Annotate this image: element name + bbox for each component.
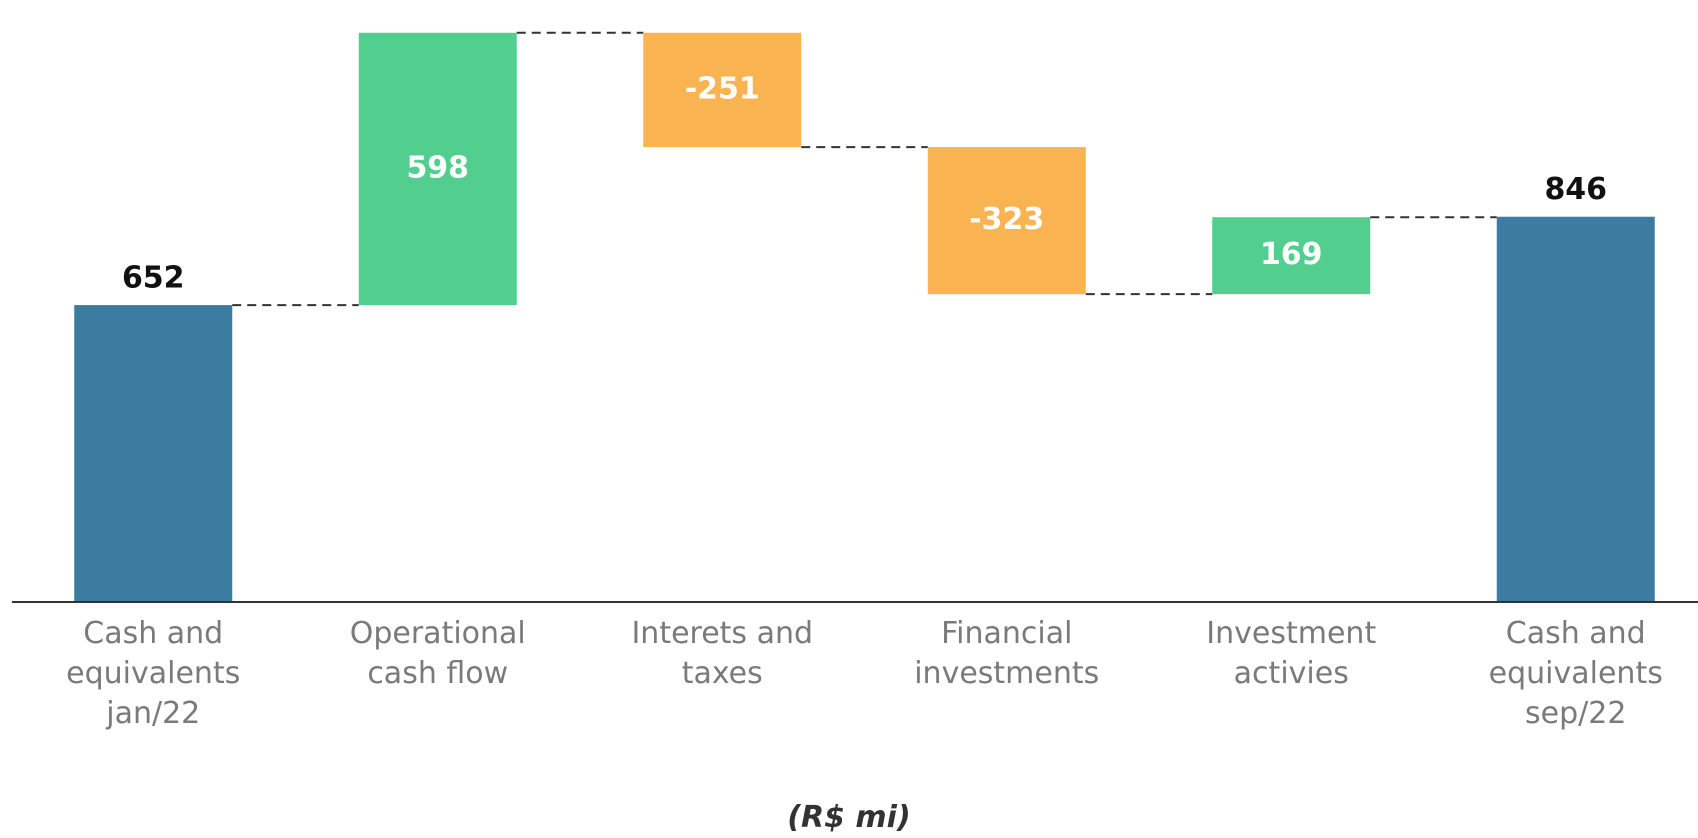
bar: [74, 305, 233, 602]
value-label: -323: [969, 202, 1044, 237]
value-label: -251: [685, 71, 760, 106]
x-tick-label: Operational cash flow: [349, 616, 526, 691]
x-tick-label: Interets and taxes: [631, 616, 814, 691]
value-label: 652: [122, 261, 185, 296]
x-tick-label: Cash and equivalents jan/22: [66, 616, 241, 731]
bar: [358, 32, 517, 306]
x-tick-label: Investment activies: [1206, 616, 1377, 691]
unit-note: (R$ mi): [787, 800, 911, 835]
bar: [927, 147, 1086, 295]
value-label: 598: [406, 150, 469, 185]
x-tick-label: Financial investments: [914, 616, 1100, 691]
value-label: 169: [1260, 237, 1323, 272]
value-label: 846: [1544, 172, 1607, 207]
x-tick-label: Cash and equivalents sep/22: [1488, 616, 1663, 731]
bar: [1496, 216, 1655, 602]
bar: [643, 32, 802, 148]
bar: [1212, 217, 1371, 295]
